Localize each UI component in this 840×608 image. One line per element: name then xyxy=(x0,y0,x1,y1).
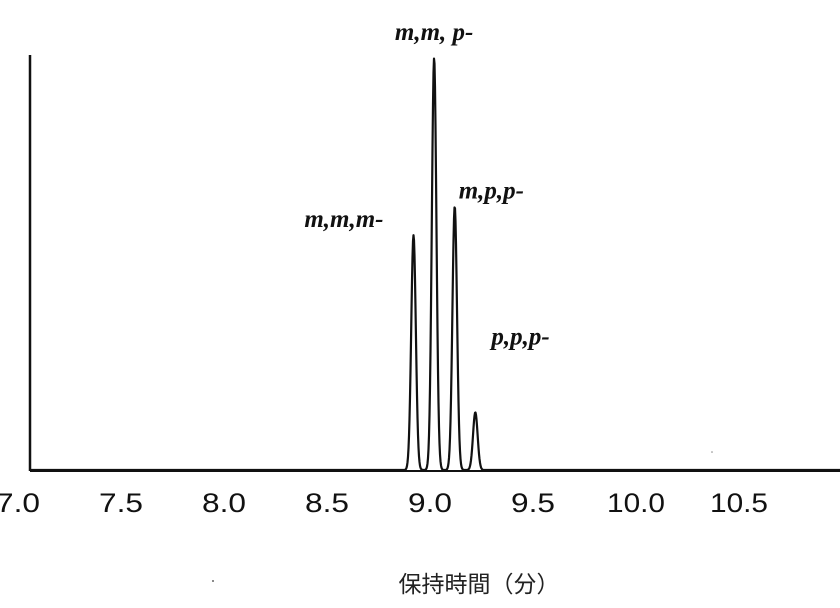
peak-label: m,p,p- xyxy=(459,177,524,204)
x-tick-label: 7.5 xyxy=(99,488,143,518)
x-axis-title: 保持時間（分） xyxy=(399,572,560,598)
peak-label: m,m,m- xyxy=(304,206,383,233)
x-tick-label: 10.5 xyxy=(710,488,768,518)
scan-speck xyxy=(711,451,713,453)
x-tick-label: 10.0 xyxy=(607,488,665,518)
x-tick-label: 7.0 xyxy=(0,488,40,518)
x-tick-label: 9.5 xyxy=(511,488,555,518)
x-tick-label: 9.0 xyxy=(408,488,452,518)
peak-labels: m,m,m-m,m, p-m,p,p-p,p,p- xyxy=(304,19,549,350)
peak-label: p,p,p- xyxy=(489,323,549,350)
scan-speck xyxy=(212,580,214,582)
x-tick-labels: 7.0 7.5 8.0 8.5 9.0 9.5 10.0 10.5 xyxy=(0,488,768,518)
chromatogram-trace xyxy=(29,57,840,472)
scan-speck-dots xyxy=(212,451,713,582)
x-tick-label: 8.5 xyxy=(305,488,349,518)
peak-label: m,m, p- xyxy=(395,19,473,46)
x-tick-label: 8.0 xyxy=(202,488,246,518)
